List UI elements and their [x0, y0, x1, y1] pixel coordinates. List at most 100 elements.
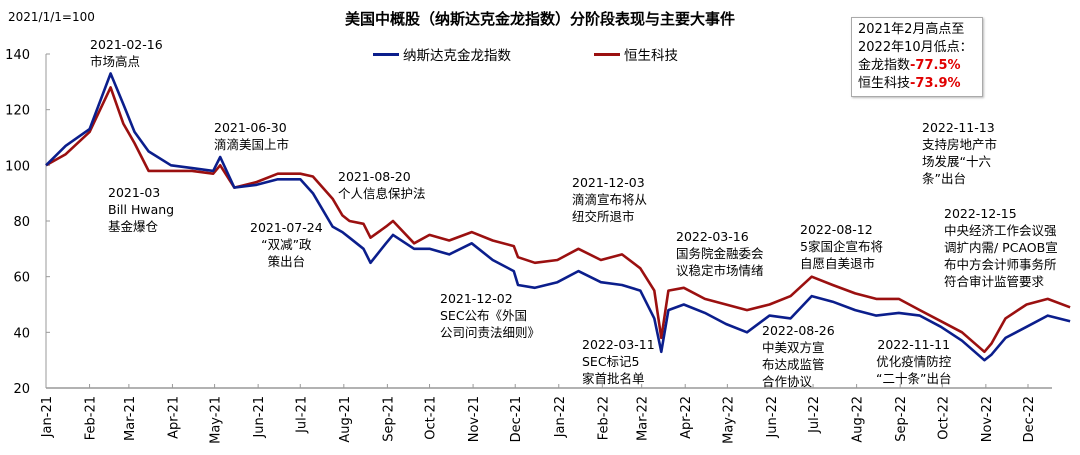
y-tick-label: 60 — [13, 271, 30, 286]
summary-line: 2022年10月低点： — [858, 40, 973, 55]
annotation-line: Bill Hwang — [108, 202, 175, 217]
annotation-line: 2021-03 — [108, 185, 161, 200]
annotation: 2022-08-12 5家国企宣布将 自愿自美退市 — [800, 221, 883, 272]
series-line-hstech — [45, 86, 1071, 354]
x-tick-label: Oct-22 — [936, 396, 951, 440]
legend-swatch-blue — [373, 52, 399, 56]
annotation-line: 市场高点 — [90, 54, 141, 69]
x-tick-label: Jan-22 — [553, 396, 568, 438]
x-tick-label: Sep-22 — [894, 396, 909, 442]
x-tick-label: Mar-21 — [123, 396, 138, 441]
x-tick-label: Dec-21 — [509, 396, 524, 442]
y-axis-unit-label: 2021/1/1=100 — [8, 10, 95, 24]
annotation-line: 2021-07-24 — [250, 220, 323, 235]
annotation: 2022-11-13 支持房地产市 场发展“十六 条”出台 — [922, 119, 997, 187]
x-tick-label: Feb-22 — [596, 396, 611, 440]
annotation-line: 2021-12-03 — [572, 175, 645, 190]
annotation-line: 议稳定市场情绪 — [676, 263, 764, 278]
annotation: 2022-11-11 优化疫情防控 “二十条”出台 — [876, 336, 951, 387]
x-tick-label: Jan-21 — [40, 396, 55, 438]
annotation: 2021-08-20 个人信息保护法 — [338, 168, 426, 202]
annotation: 2021-07-24 “双减”政 策出台 — [250, 219, 323, 270]
annotation-line: 2022-08-26 — [762, 323, 835, 338]
summary-value: -73.9% — [910, 76, 961, 91]
x-tick-label: Nov-21 — [467, 396, 482, 442]
annotation-line: 2022-03-16 — [676, 229, 749, 244]
legend-item-hstech: 恒生科技 — [594, 44, 678, 64]
annotation-line: 2022-11-11 — [877, 337, 951, 352]
x-tick-label: Jul-22 — [807, 396, 822, 434]
annotation-line: 国务院金融委会 — [676, 246, 764, 261]
summary-row-hstech: 恒生科技-73.9% — [858, 75, 982, 93]
legend-label: 纳斯达克金龙指数 — [403, 48, 511, 64]
x-tick-label: Jul-21 — [294, 396, 309, 434]
x-tick-label: Jun-21 — [252, 396, 267, 439]
x-tick-label: Sep-21 — [381, 396, 396, 442]
x-tick-label: Mar-22 — [636, 396, 651, 441]
annotation: 2021-12-02 SEC公布《外国 公司问责法细则》 — [440, 290, 540, 341]
annotation-line: SEC标记5 — [582, 354, 640, 369]
annotation-line: 条”出台 — [922, 171, 966, 186]
annotation: 2021-06-30 滴滴美国上市 — [214, 119, 289, 153]
summary-label: 金龙指数 — [858, 58, 911, 73]
annotation: 2021-02-16 市场高点 — [90, 36, 163, 70]
annotation-line: 基金爆仓 — [108, 219, 159, 234]
x-tick-label: Feb-21 — [84, 396, 99, 440]
annotation-line: 2022-03-11 — [582, 337, 655, 352]
x-tick-label: May-22 — [721, 396, 736, 444]
annotation-line: 2021-08-20 — [338, 169, 411, 184]
summary-line: 2021年2月高点至 — [858, 22, 965, 37]
summary-label: 恒生科技 — [858, 76, 911, 91]
annotation-line: 家首批名单 — [582, 371, 645, 386]
annotation-line: 纽交所退市 — [572, 209, 635, 224]
x-tick-label: May-21 — [209, 396, 224, 444]
summary-box: 2021年2月高点至 2022年10月低点： 金龙指数-77.5% 恒生科技-7… — [851, 17, 983, 97]
y-tick-label: 100 — [5, 159, 30, 174]
x-tick-label: Nov-22 — [980, 396, 995, 442]
series-line-golden-dragon — [45, 72, 1071, 362]
y-tick-label: 140 — [5, 48, 30, 63]
chart-title: 美国中概股（纳斯达克金龙指数）分阶段表现与主要大事件 — [344, 10, 735, 28]
summary-row-golden-dragon: 金龙指数-77.5% — [858, 57, 982, 75]
annotation-line: 2021-12-02 — [440, 291, 513, 306]
annotation-line: 2021-02-16 — [90, 37, 163, 52]
y-tick-label: 20 — [13, 382, 30, 397]
x-tick-label: Oct-21 — [424, 396, 439, 440]
annotation: 2022-03-11 SEC标记5 家首批名单 — [582, 336, 655, 387]
annotation-line: 个人信息保护法 — [338, 186, 426, 201]
annotation: 2022-08-26 中美双方宣 布达成监管 合作协议 — [762, 322, 835, 390]
annotation-line: 场发展“十六 — [922, 154, 991, 169]
annotation-line: 滴滴美国上市 — [214, 137, 290, 152]
annotation: 2021-12-03 滴滴宣布将从 纽交所退市 — [572, 174, 647, 225]
x-tick-label: Apr-21 — [166, 396, 181, 439]
annotation-line: 公司问责法细则》 — [440, 325, 541, 340]
annotation: 2022-03-16 国务院金融委会 议稳定市场情绪 — [676, 228, 764, 279]
y-tick-label: 120 — [5, 104, 30, 119]
annotation-line: 2022-08-12 — [800, 222, 873, 237]
annotation-line: 布中方会计师事务所 — [944, 257, 1057, 272]
y-tick-label: 40 — [13, 326, 30, 341]
annotation-line: 中央经济工作会议强 — [944, 223, 1057, 238]
x-tick-label: Apr-22 — [679, 396, 694, 439]
annotation-line: 符合审计监管要求 — [944, 274, 1045, 289]
annotation-line: 2021-06-30 — [214, 120, 287, 135]
annotation-line: 布达成监管 — [762, 357, 825, 372]
legend-label: 恒生科技 — [624, 48, 678, 64]
annotation-line: 支持房地产市 — [922, 137, 998, 152]
annotation-line: 中美双方宣 — [762, 340, 825, 355]
annotation-line: 调扩内需/ PCAOB宣 — [944, 240, 1058, 255]
annotation-line: SEC公布《外国 — [440, 308, 528, 323]
annotation-line: 策出台 — [267, 254, 306, 269]
x-tick-label: Dec-22 — [1022, 396, 1037, 442]
annotation-line: 5家国企宣布将 — [800, 239, 883, 254]
x-tick-label: Aug-21 — [338, 396, 353, 443]
x-tick-label: Aug-22 — [851, 396, 866, 443]
annotation-line: 2022-12-15 — [944, 206, 1017, 221]
annotation: 2022-12-15 中央经济工作会议强 调扩内需/ PCAOB宣 布中方会计师事务所… — [944, 205, 1058, 290]
annotation-line: “二十条”出台 — [876, 371, 952, 386]
legend-item-golden-dragon: 纳斯达克金龙指数 — [373, 44, 511, 64]
x-tick-label: Jun-22 — [765, 396, 780, 439]
legend-swatch-red — [594, 52, 620, 56]
